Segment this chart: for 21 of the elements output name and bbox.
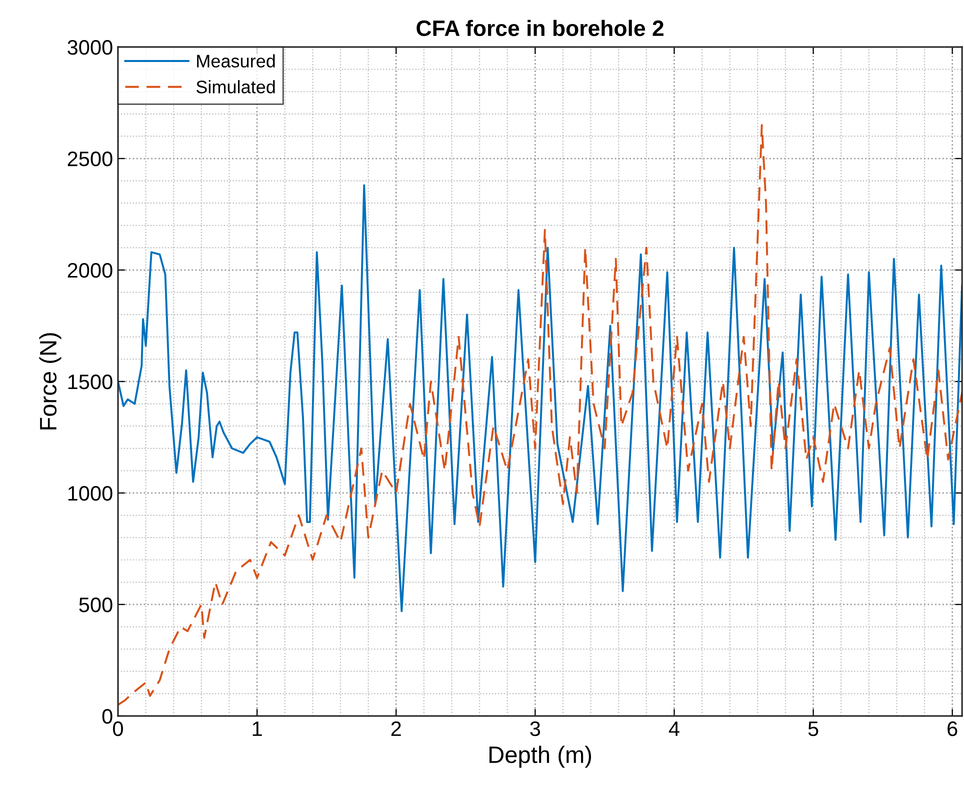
x-tick-label: 2 (391, 721, 401, 736)
line-series (118, 124, 962, 706)
y-tick-label: 2000 (68, 263, 112, 278)
y-tick-label: 3000 (68, 40, 112, 55)
y-tick-label: 1500 (68, 374, 112, 390)
x-tick-label: 6 (948, 721, 958, 736)
chart-title: CFA force in borehole 2 (416, 20, 664, 36)
legend-label: Simulated (196, 80, 275, 94)
line-series (118, 184, 962, 612)
x-tick-label: 5 (808, 722, 818, 736)
legend-label: Measured (197, 54, 275, 68)
x-tick-label: 3 (530, 721, 540, 736)
y-axis-title: Force (N) (39, 333, 62, 430)
y-tick-label: 2500 (68, 152, 112, 166)
x-tick-label: 4 (668, 722, 680, 736)
x-tick-label: 0 (113, 721, 123, 736)
y-tick-label: 1000 (68, 486, 112, 501)
x-tick-label: 1 (252, 722, 262, 736)
x-axis-title: Depth (m) (489, 746, 592, 768)
y-tick-label: 500 (79, 597, 112, 612)
y-tick-label: 0 (102, 708, 112, 724)
